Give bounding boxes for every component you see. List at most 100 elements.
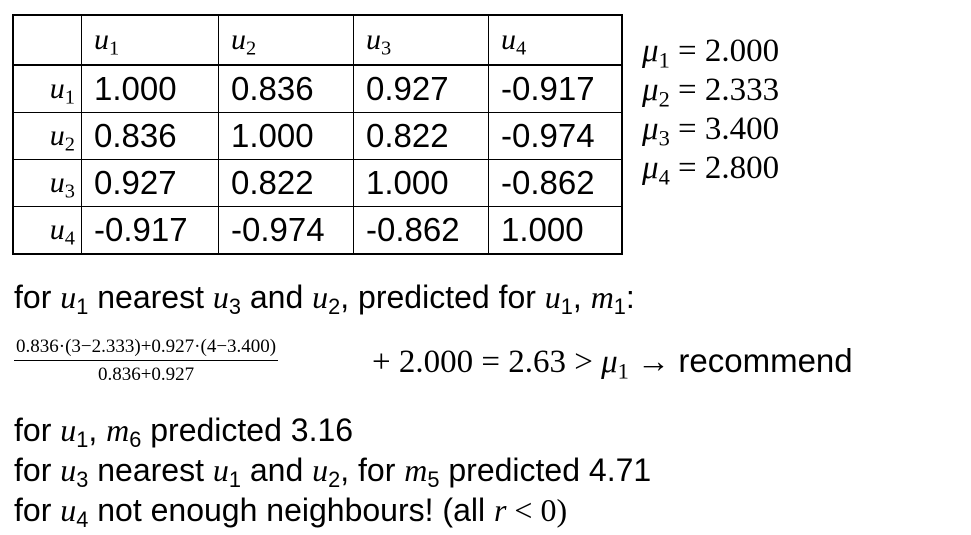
sub: 1 — [76, 427, 89, 453]
text: predicted 4.71 — [439, 452, 652, 488]
table-corner-cell — [12, 14, 82, 66]
var: u — [60, 492, 77, 528]
sub: 6 — [129, 427, 142, 453]
similarity-table: u1 u2 u3 u4 u1 1.000 0.836 0.927 -0.917 … — [12, 14, 623, 255]
table-cell: -0.917 — [81, 206, 219, 255]
text: and — [240, 279, 313, 315]
var: u — [60, 452, 77, 488]
sub: 3 — [228, 294, 241, 320]
text: predicted 3.16 — [141, 412, 354, 448]
var: u — [312, 452, 329, 488]
mean-sub: 2 — [658, 86, 670, 112]
mean-value: = 2.800 — [678, 150, 780, 186]
text: , — [88, 412, 107, 448]
text: , predicted for — [340, 279, 545, 315]
sub: 4 — [76, 507, 89, 533]
mean-line-u1: μ1 = 2.000 — [642, 32, 779, 71]
sub: 1 — [560, 294, 573, 320]
prediction-u3-line: for u3 nearest u1 and u2, for m5 predict… — [14, 451, 652, 493]
prediction-u4-line: for u4 not enough neighbours! (all r < 0… — [14, 491, 568, 533]
table-cell: 1.000 — [353, 159, 489, 207]
text: for — [14, 452, 61, 488]
row-header-sub: 2 — [64, 133, 75, 156]
row-header-sub: 3 — [64, 180, 75, 203]
sub: 3 — [76, 467, 89, 493]
var: m — [404, 452, 428, 488]
prediction-fraction: 0.836·(3−2.333)+0.927·(4−3.400) 0.836+0.… — [14, 336, 279, 386]
column-header-u1: u1 — [81, 14, 219, 66]
var: m — [106, 412, 130, 448]
table-row: u2 0.836 1.000 0.822 -0.974 — [12, 112, 623, 160]
column-header-var: u — [501, 23, 516, 56]
var: u — [212, 279, 229, 315]
table-cell: 1.000 — [488, 206, 623, 255]
row-header-u3: u3 — [12, 159, 82, 207]
mean-symbol: μ — [642, 72, 659, 108]
column-header-sub: 1 — [109, 37, 120, 60]
table-cell: 0.822 — [353, 112, 489, 160]
row-header-sub: 1 — [64, 86, 75, 109]
mean-sub: 3 — [658, 125, 670, 151]
mean-symbol: μ — [642, 33, 659, 69]
row-header-var: u — [49, 72, 65, 105]
prediction-m6-line: for u1, m6 predicted 3.16 — [14, 411, 354, 453]
text: , for — [340, 452, 405, 488]
mean-symbol: μ — [642, 111, 659, 147]
text: for — [14, 279, 61, 315]
fraction-denominator: 0.836+0.927 — [97, 364, 195, 385]
table-row: u4 -0.917 -0.974 -0.862 1.000 — [12, 206, 623, 255]
prediction-intro-line: for u1 nearest u3 and u2, predicted for … — [14, 278, 635, 320]
table-cell: -0.862 — [488, 159, 623, 207]
sub: 1 — [613, 294, 626, 320]
sub: 1 — [228, 467, 241, 493]
mean-sub: 1 — [617, 358, 629, 384]
table-cell: 0.927 — [81, 159, 219, 207]
sub: 2 — [328, 294, 341, 320]
column-header-u4: u4 — [488, 14, 623, 66]
var: u — [60, 412, 77, 448]
var: u — [212, 452, 229, 488]
mean-sub: 1 — [658, 47, 670, 73]
column-header-u2: u2 — [218, 14, 354, 66]
text: nearest — [88, 279, 213, 315]
var: m — [590, 279, 614, 315]
text: for — [14, 492, 61, 528]
mean-symbol: μ — [642, 150, 659, 186]
table-row: u1 1.000 0.836 0.927 -0.917 — [12, 64, 623, 113]
text: < 0) — [506, 492, 568, 528]
column-header-var: u — [231, 23, 246, 56]
var: u — [60, 279, 77, 315]
sub: 5 — [427, 467, 440, 493]
table-cell: 1.000 — [81, 64, 219, 113]
row-header-u1: u1 — [12, 64, 82, 113]
table-cell: -0.974 — [488, 112, 623, 160]
sub: 2 — [328, 467, 341, 493]
column-header-sub: 2 — [246, 37, 257, 60]
table-cell: -0.974 — [218, 206, 354, 255]
text: : — [625, 279, 635, 315]
mean-line-u3: μ3 = 3.400 — [642, 110, 779, 149]
table-cell: 1.000 — [218, 112, 354, 160]
table-row: u3 0.927 0.822 1.000 -0.862 — [12, 159, 623, 207]
column-header-var: u — [94, 23, 109, 56]
mean-value: = 3.400 — [678, 111, 780, 147]
formula-math: + 2.000 = 2.63 > — [372, 344, 602, 380]
var: u — [312, 279, 329, 315]
text: for — [14, 412, 61, 448]
prediction-result: + 2.000 = 2.63 > μ1 → recommend — [372, 341, 853, 382]
column-header-sub: 3 — [381, 37, 392, 60]
var: u — [544, 279, 561, 315]
column-header-sub: 4 — [516, 37, 527, 60]
mean-value: = 2.333 — [678, 72, 780, 108]
mean-line-u4: μ4 = 2.800 — [642, 149, 779, 188]
text: not enough neighbours! (all — [88, 492, 494, 528]
table-cell: 0.836 — [81, 112, 219, 160]
table-cell: 0.836 — [218, 64, 354, 113]
mean-symbol: μ — [601, 344, 618, 380]
table-cell: -0.862 — [353, 206, 489, 255]
column-header-u3: u3 — [353, 14, 489, 66]
mean-sub: 4 — [658, 164, 670, 190]
sub: 1 — [76, 294, 89, 320]
text: nearest — [88, 452, 213, 488]
text: , — [572, 279, 591, 315]
